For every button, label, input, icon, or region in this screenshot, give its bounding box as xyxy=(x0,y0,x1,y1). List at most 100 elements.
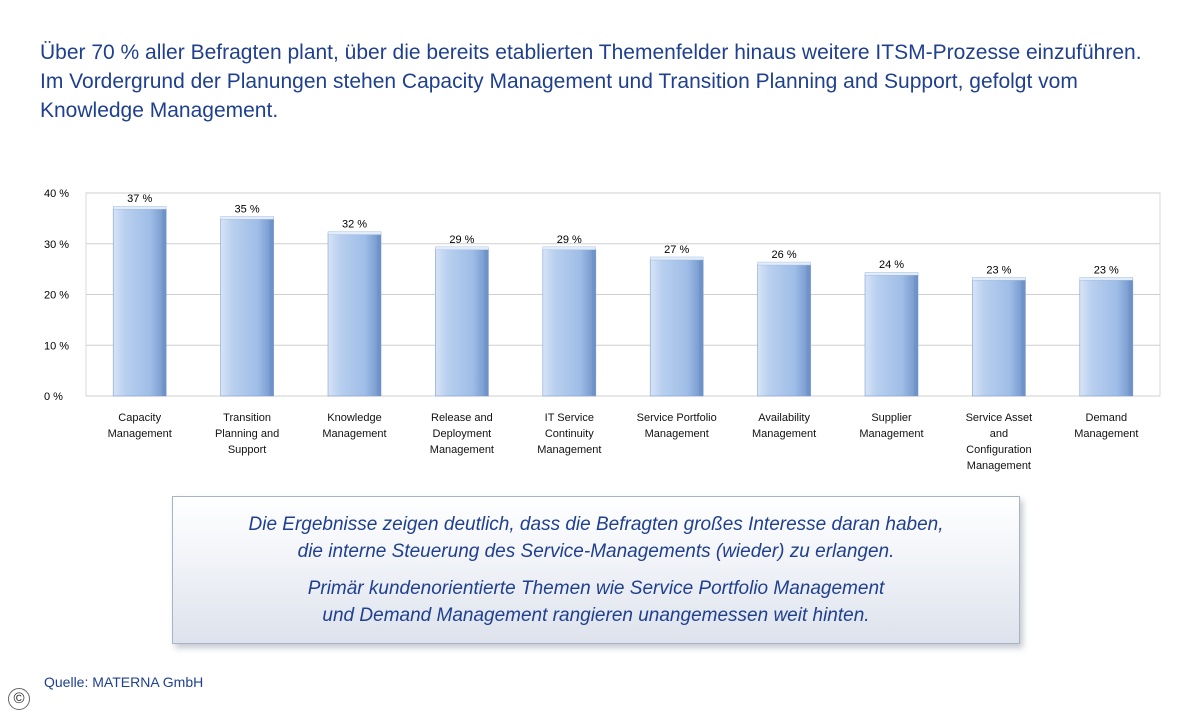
x-category-label: IT Service Continuity Management xyxy=(537,412,601,456)
bar-cap xyxy=(864,271,919,276)
bar-chart: 0 % 10 % 20 % 30 % 40 % 37 % Capacity Managemen… xyxy=(0,170,1200,480)
bar-side xyxy=(162,208,167,396)
bar-group xyxy=(435,246,489,397)
bar-cap xyxy=(435,246,489,251)
x-category-label-line: Capacity xyxy=(118,412,161,424)
x-category-label-line: Transition xyxy=(223,412,271,424)
bar-value-label: 27 % xyxy=(664,244,689,256)
bar xyxy=(112,207,167,397)
bar-value-label: 26 % xyxy=(772,249,797,261)
callout-line-2: die interne Steuerung des Service-Manage… xyxy=(297,541,895,562)
bar-chart-svg: 0 % 10 % 20 % 30 % 40 % 37 % Capacity Managemen… xyxy=(44,188,1161,472)
x-category-label-line: Knowledge xyxy=(327,412,381,424)
bar-side xyxy=(377,233,381,396)
callout-line-3: Primär kundenorientierte Themen wie Serv… xyxy=(307,578,885,599)
bar-group xyxy=(327,231,382,397)
bar-value-label: 29 % xyxy=(449,234,474,246)
bar-cap xyxy=(220,216,274,220)
bar xyxy=(327,233,382,397)
x-category-label-line: Support xyxy=(228,444,267,456)
bar-value-label: 24 % xyxy=(879,259,904,271)
bar-side xyxy=(806,264,811,396)
bar xyxy=(435,248,489,397)
x-category-label-line: Management xyxy=(752,428,816,440)
copyright-icon: © xyxy=(8,688,30,710)
x-category-label-line: Availability xyxy=(758,412,810,424)
bar-cap xyxy=(112,206,167,210)
bar-group xyxy=(757,261,811,397)
callout-paragraph-2: Primär kundenorientierte Themen wie Serv… xyxy=(197,575,995,629)
bar xyxy=(864,273,919,397)
bar-cap xyxy=(1079,277,1134,281)
source-note: Quelle: MATERNA GmbH xyxy=(44,674,204,690)
bar-value-label: 23 % xyxy=(1094,264,1119,276)
x-category-label: Service Portfolio Management xyxy=(637,412,717,440)
x-category-label: Service Asset and Configuration Management xyxy=(966,412,1033,472)
bar-side xyxy=(269,218,274,396)
summary-callout: Die Ergebnisse zeigen deutlich, dass die… xyxy=(172,496,1020,644)
bar-side xyxy=(1128,279,1133,396)
bar-group xyxy=(864,271,919,397)
bar-group xyxy=(542,246,597,397)
x-category-label: Supplier Management xyxy=(859,412,923,440)
x-category-label-line: Demand xyxy=(1086,412,1128,424)
bar-cap xyxy=(327,231,382,235)
callout-line-4: und Demand Management rangieren unangeme… xyxy=(322,605,870,626)
bar-side xyxy=(914,274,918,396)
x-category-label: Transition Planning and Support xyxy=(215,412,279,456)
x-category-label-line: Deployment xyxy=(433,428,492,440)
x-category-label-line: Release and xyxy=(431,412,493,424)
x-category-label-line: Management xyxy=(1074,428,1138,440)
x-category-label-line: Management xyxy=(430,444,494,456)
bar-value-label: 23 % xyxy=(986,264,1011,276)
bar-value-label: 37 % xyxy=(127,193,152,205)
bar-cap xyxy=(542,246,596,251)
bar-side xyxy=(591,248,596,396)
x-category-label-line: Management xyxy=(645,428,709,440)
x-category-label-line: Configuration xyxy=(966,444,1031,456)
bar-group xyxy=(1079,277,1134,397)
x-category-label-line: and xyxy=(990,428,1008,440)
bar-cap xyxy=(972,277,1026,281)
bar-group xyxy=(112,206,167,397)
bar-value-label: 35 % xyxy=(235,203,260,215)
bar xyxy=(972,278,1026,397)
x-category-label-line: Service Asset xyxy=(966,412,1033,424)
x-category-label-line: Management xyxy=(322,428,386,440)
bar-group xyxy=(972,277,1026,397)
y-tick-label: 10 % xyxy=(44,340,69,352)
x-category-label-line: IT Service xyxy=(545,412,594,424)
bar xyxy=(649,258,704,397)
x-category-label: Availability Management xyxy=(752,412,816,440)
labels-layer: 0 % 10 % 20 % 30 % 40 % 37 % Capacity Managemen… xyxy=(44,188,1138,472)
y-tick-label: 30 % xyxy=(44,239,69,251)
x-category-label: Release and Deployment Management xyxy=(430,412,494,456)
y-tick-label: 20 % xyxy=(44,290,69,302)
bar-value-label: 32 % xyxy=(342,219,367,231)
x-category-label-line: Planning and xyxy=(215,428,279,440)
x-category-label: Capacity Management xyxy=(108,412,172,440)
bar-group xyxy=(649,256,704,397)
x-category-label-line: Management xyxy=(108,428,172,440)
bar-side xyxy=(484,248,489,396)
bar-cap xyxy=(757,261,811,266)
x-category-label-line: Management xyxy=(537,444,601,456)
y-tick-label: 0 % xyxy=(44,391,63,403)
bar xyxy=(542,248,597,397)
x-category-label-line: Service Portfolio xyxy=(637,412,717,424)
callout-paragraph-1: Die Ergebnisse zeigen deutlich, dass die… xyxy=(197,511,995,565)
bar-side xyxy=(1021,279,1026,396)
intro-text: Über 70 % aller Befragten plant, über di… xyxy=(40,41,1142,122)
bar-group xyxy=(220,216,274,397)
bar-value-label: 29 % xyxy=(557,234,582,246)
bar xyxy=(757,263,811,397)
x-category-label-line: Management xyxy=(967,460,1031,472)
bars-layer xyxy=(112,206,1134,397)
x-category-label: Knowledge Management xyxy=(322,412,386,440)
bar xyxy=(1079,278,1134,397)
x-category-label-line: Continuity xyxy=(545,428,594,440)
y-tick-label: 40 % xyxy=(44,188,69,200)
x-category-label-line: Management xyxy=(859,428,923,440)
bar xyxy=(220,218,274,397)
bar-side xyxy=(699,258,704,396)
